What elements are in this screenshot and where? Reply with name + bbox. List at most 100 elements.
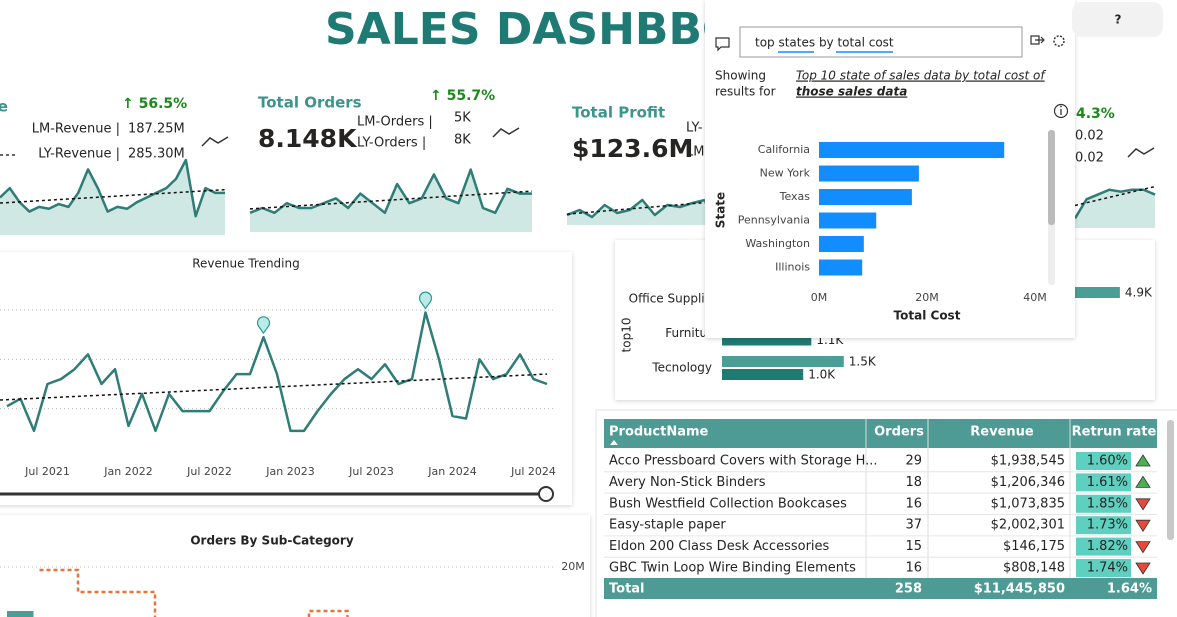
kpi-ly-value: 8K bbox=[454, 133, 471, 148]
convert-icon[interactable] bbox=[1030, 35, 1045, 45]
result-link[interactable]: those sales data bbox=[796, 85, 907, 99]
table-cell: $1,938,545 bbox=[991, 454, 1065, 469]
trend-icon bbox=[201, 136, 229, 147]
table-cell: 16 bbox=[905, 496, 922, 511]
qa-query[interactable]: top states by total cost bbox=[755, 36, 894, 50]
kpi-change: ↑ 55.7% bbox=[430, 88, 495, 104]
sparkline-line bbox=[0, 158, 225, 218]
kpi-title: Total Orders bbox=[258, 94, 362, 112]
x-tick-label: Jan 2022 bbox=[103, 465, 152, 478]
table-total bbox=[604, 578, 1157, 599]
y-tick-label: 20M bbox=[561, 560, 585, 573]
table-scrollbar[interactable] bbox=[1167, 420, 1174, 540]
column-header: ProductName bbox=[609, 425, 709, 440]
bar bbox=[722, 369, 804, 380]
kpi-lm-label: LM-Revenue | bbox=[32, 122, 120, 137]
trend-line bbox=[0, 373, 548, 401]
info-dot bbox=[1060, 105, 1062, 108]
trend-indicator bbox=[1135, 541, 1151, 554]
x-axis-title: Total Cost bbox=[894, 309, 961, 323]
kpi-lm-label: LM bbox=[686, 145, 704, 160]
kpi-lm-value: 5K bbox=[454, 111, 471, 126]
x-tick-label: Jul 2024 bbox=[510, 465, 556, 478]
trend-indicator bbox=[1135, 454, 1151, 467]
sparkline-trend bbox=[566, 201, 706, 215]
kpi-ly-label: LY- bbox=[686, 121, 703, 136]
category-label: Furnitur bbox=[665, 326, 712, 340]
sparkline-line bbox=[566, 198, 706, 219]
rate-cell bbox=[1076, 473, 1131, 492]
rate-cell bbox=[1076, 452, 1131, 470]
table-cell: 1.82% bbox=[1087, 539, 1128, 554]
trend-indicator bbox=[1135, 562, 1151, 575]
x-tick-label: Jul 2021 bbox=[24, 465, 70, 478]
bar bbox=[819, 189, 912, 205]
scroll-thumb[interactable] bbox=[1048, 130, 1055, 225]
kpi-change: ↑ 56.5% bbox=[122, 96, 187, 112]
table-header bbox=[604, 419, 1157, 448]
table-cell: 16 bbox=[905, 561, 922, 576]
rate-cell bbox=[1076, 559, 1131, 577]
x-tick-label: 0M bbox=[811, 291, 828, 304]
trend-indicator bbox=[1135, 519, 1151, 532]
data-label: 4.9K bbox=[1125, 286, 1153, 300]
rate-cell bbox=[1076, 516, 1131, 535]
kpi-lm-value: 187.25M bbox=[128, 122, 185, 137]
help-text[interactable]: ? bbox=[1115, 13, 1122, 27]
bar bbox=[722, 356, 844, 367]
subcategory-card bbox=[0, 515, 590, 617]
sparkline-trend bbox=[1074, 185, 1156, 207]
table-cell: Acco Pressboard Covers with Storage H... bbox=[609, 454, 878, 469]
y-tick-label: Texas bbox=[779, 190, 811, 203]
bar bbox=[722, 334, 812, 346]
data-label: 1.5K bbox=[849, 355, 877, 369]
info-icon bbox=[1053, 103, 1069, 119]
total-cell: 1.64% bbox=[1107, 582, 1152, 597]
table-cell: $808,148 bbox=[1003, 561, 1065, 576]
kpi-ly-label: LY-Revenue | bbox=[38, 147, 120, 162]
help-background[interactable] bbox=[1072, 2, 1163, 37]
rate-cell bbox=[1076, 537, 1131, 556]
bar bbox=[7, 611, 34, 617]
bar bbox=[819, 165, 919, 182]
trend-indicator bbox=[1135, 475, 1151, 488]
help-bubble: ? bbox=[1072, 2, 1163, 37]
category-label: Office Supplie bbox=[629, 292, 712, 306]
table-cell: Eldon 200 Class Desk Accessories bbox=[609, 539, 830, 554]
x-tick-label: Jan 2023 bbox=[265, 465, 314, 478]
table-cell: 1.60% bbox=[1087, 454, 1128, 469]
chart-title: Orders By Sub-Category bbox=[190, 534, 354, 548]
sparkline-area bbox=[1075, 189, 1155, 228]
info-circle[interactable] bbox=[1053, 103, 1069, 119]
result-link[interactable]: Top 10 state of sales data by total cost… bbox=[796, 69, 1046, 83]
table-cell: $1,206,346 bbox=[991, 475, 1065, 490]
slider-handle[interactable] bbox=[538, 486, 554, 502]
column-header: Revenue bbox=[970, 425, 1034, 440]
chat-icon bbox=[715, 37, 730, 52]
settings-icon[interactable] bbox=[1053, 35, 1065, 47]
y-tick-label: New York bbox=[760, 167, 811, 180]
kpi-change: 4.3% bbox=[1076, 106, 1115, 122]
table-cell: 37 bbox=[905, 518, 922, 533]
total-cell: 258 bbox=[895, 582, 922, 597]
table-cell: 1.61% bbox=[1087, 475, 1128, 490]
revenue-card bbox=[0, 252, 572, 505]
y-axis-title: State bbox=[714, 192, 728, 228]
y-tick-label: Pennsylvania bbox=[738, 214, 810, 227]
table-cell: GBC Twin Loop Wire Binding Elements bbox=[609, 561, 856, 576]
column-header: Orders bbox=[874, 425, 924, 440]
sort-arrow bbox=[610, 440, 618, 445]
x-tick-label: Jan 2024 bbox=[427, 465, 476, 478]
table-cell: $1,073,835 bbox=[991, 496, 1065, 511]
table-cell: Bush Westfield Collection Bookcases bbox=[609, 496, 847, 511]
category-label: Tecnology bbox=[651, 361, 712, 375]
kpi-title: Total Profit bbox=[572, 104, 665, 122]
trend-icon bbox=[1127, 147, 1155, 158]
kpi-ly-label: LY-Orders | bbox=[357, 136, 426, 151]
table-cell: Avery Non-Stick Binders bbox=[609, 475, 766, 490]
kpi-lm-value: 0.02 bbox=[1075, 129, 1104, 144]
bar bbox=[819, 212, 877, 229]
x-tick-label: Jul 2022 bbox=[186, 465, 232, 478]
y-tick-label: Illinois bbox=[775, 261, 810, 274]
